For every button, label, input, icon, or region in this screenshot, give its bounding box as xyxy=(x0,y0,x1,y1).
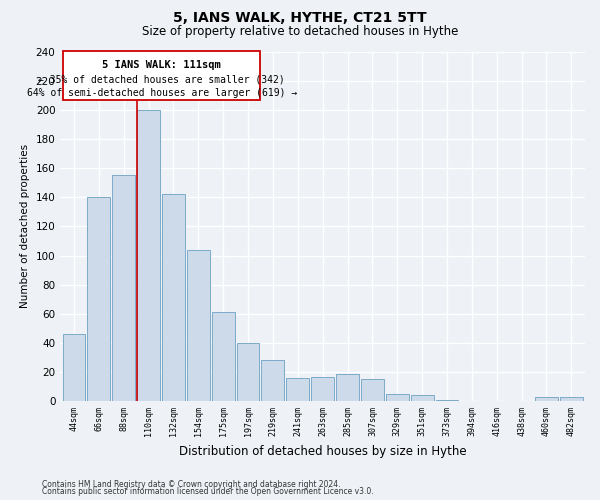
Bar xyxy=(88,198,110,402)
Bar xyxy=(410,396,434,402)
Y-axis label: Number of detached properties: Number of detached properties xyxy=(20,144,30,308)
Text: Contains public sector information licensed under the Open Government Licence v3: Contains public sector information licen… xyxy=(42,487,374,496)
Text: 64% of semi-detached houses are larger (619) →: 64% of semi-detached houses are larger (… xyxy=(26,88,297,98)
Bar xyxy=(535,397,558,402)
Text: 5, IANS WALK, HYTHE, CT21 5TT: 5, IANS WALK, HYTHE, CT21 5TT xyxy=(173,11,427,25)
Bar xyxy=(336,374,359,402)
Bar xyxy=(436,400,458,402)
X-axis label: Distribution of detached houses by size in Hythe: Distribution of detached houses by size … xyxy=(179,444,466,458)
Bar xyxy=(162,194,185,402)
Bar xyxy=(63,52,260,100)
Bar xyxy=(62,334,85,402)
Text: 5 IANS WALK: 111sqm: 5 IANS WALK: 111sqm xyxy=(102,60,221,70)
Bar xyxy=(361,380,384,402)
Text: Contains HM Land Registry data © Crown copyright and database right 2024.: Contains HM Land Registry data © Crown c… xyxy=(42,480,341,489)
Bar xyxy=(236,343,259,402)
Bar xyxy=(311,376,334,402)
Bar xyxy=(112,176,135,402)
Text: ← 35% of detached houses are smaller (342): ← 35% of detached houses are smaller (34… xyxy=(38,75,285,85)
Text: Size of property relative to detached houses in Hythe: Size of property relative to detached ho… xyxy=(142,25,458,38)
Bar xyxy=(560,397,583,402)
Bar xyxy=(286,378,309,402)
Bar xyxy=(137,110,160,402)
Bar xyxy=(262,360,284,402)
Bar xyxy=(212,312,235,402)
Bar xyxy=(187,250,210,402)
Bar xyxy=(386,394,409,402)
